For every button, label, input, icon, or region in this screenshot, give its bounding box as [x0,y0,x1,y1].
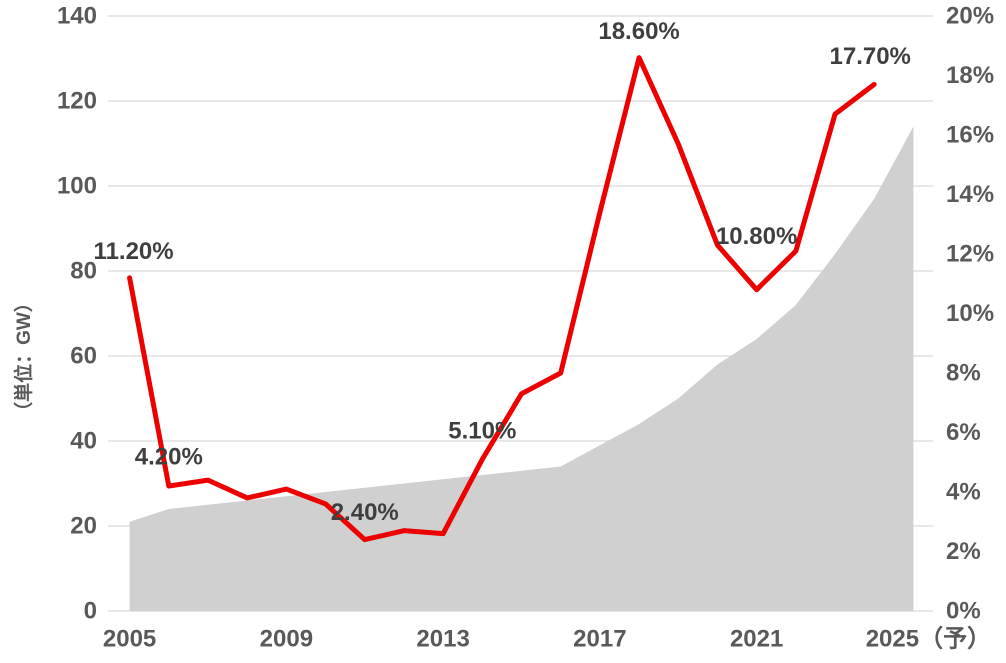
y-right-tick-label: 20% [946,2,994,29]
y-right-tick-label: 14% [946,181,994,208]
x-tick-label: 2017 [573,625,626,652]
y-left-tick-label: 100 [57,172,97,199]
x-tick-label: 2013 [416,625,469,652]
x-tick-label: 2005 [103,625,156,652]
y-right-tick-label: 6% [946,419,981,446]
data-label: 4.20% [135,443,203,470]
y-right-tick-label: 10% [946,300,994,327]
y-right-tick-label: 8% [946,359,981,386]
left-axis-title: （単位：GW） [12,293,35,421]
data-label: 5.10% [448,418,516,445]
y-left-tick-label: 140 [57,2,97,29]
y-right-tick-label: 0% [946,597,981,624]
capacity-area-series [129,126,914,611]
data-label: 11.20% [94,238,174,265]
share-line-series [127,55,877,543]
y-right-tick-label: 2% [946,538,981,565]
y-right-tick-label: 12% [946,240,994,267]
x-tick-label: 2021 [730,625,783,652]
data-label: 10.80% [716,223,797,250]
x-tick-label: 2025（予） [866,625,991,652]
y-right-tick-label: 18% [946,62,994,89]
data-label: 18.60% [598,18,679,45]
data-label: 2.40% [331,499,399,526]
y-left-tick-label: 20 [70,512,97,539]
y-right-tick-label: 4% [946,478,981,505]
y-left-tick-label: 60 [70,342,97,369]
x-tick-label: 2009 [260,625,313,652]
data-label: 17.70% [830,43,911,70]
y-right-tick-label: 16% [946,121,994,148]
y-left-tick-label: 0 [84,597,97,624]
y-left-tick-label: 40 [70,427,97,454]
y-left-tick-label: 80 [70,257,97,284]
y-left-tick-label: 120 [57,87,97,114]
